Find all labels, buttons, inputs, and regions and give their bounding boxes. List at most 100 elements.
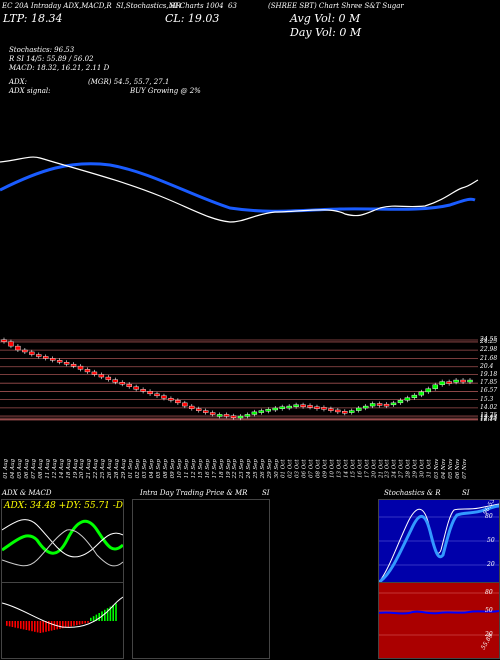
date-tick-label: 05 Aug bbox=[17, 458, 24, 479]
candle bbox=[22, 349, 28, 353]
date-tick-label: 01 Sep bbox=[128, 459, 135, 479]
macd-bar bbox=[98, 613, 100, 621]
ma-slow-line bbox=[0, 162, 476, 213]
date-tick-label: 04 Aug bbox=[10, 458, 17, 479]
rsi-tick-20: 20 bbox=[485, 631, 493, 638]
rsi-tick-80: 80 bbox=[485, 589, 493, 596]
rsi-tick-50: 50 bbox=[485, 607, 493, 614]
date-tick-label: 02 Oct bbox=[287, 459, 294, 479]
date-tick-label: 29 Sep bbox=[267, 459, 274, 479]
macd-bar bbox=[6, 621, 8, 626]
price-tick-label: 17.85 bbox=[480, 379, 498, 387]
candle bbox=[161, 395, 167, 399]
price-tick-label: 14.02 bbox=[480, 403, 498, 411]
candle bbox=[244, 414, 251, 417]
candle bbox=[209, 412, 216, 415]
price-tick-label: 12.14 bbox=[480, 416, 498, 423]
date-tick-label: 08 Aug bbox=[37, 458, 44, 479]
macd-bar bbox=[34, 621, 36, 632]
date-tick-label: 26 Aug bbox=[107, 458, 114, 479]
adx-signal-label: ADX signal: bbox=[9, 87, 51, 95]
intraday-panel bbox=[132, 499, 270, 659]
date-tick-label: 08 Sep bbox=[162, 459, 169, 479]
adx-lines bbox=[2, 519, 123, 567]
candle bbox=[300, 404, 306, 407]
candle bbox=[362, 405, 369, 409]
macd-bar bbox=[70, 621, 72, 627]
price-tick-label: 19.18 bbox=[480, 370, 498, 378]
candle bbox=[321, 407, 327, 410]
candle bbox=[237, 415, 244, 419]
date-tick-label: 18 Aug bbox=[65, 458, 72, 479]
date-tick-label: 01 Oct bbox=[280, 459, 287, 479]
macd-bar bbox=[67, 621, 70, 627]
date-tick-label: 12 Aug bbox=[51, 458, 58, 479]
candle bbox=[140, 389, 146, 392]
rsi-lines bbox=[379, 592, 499, 636]
candle bbox=[29, 351, 35, 355]
stoch-lines bbox=[379, 503, 499, 582]
macd-bar bbox=[45, 621, 47, 632]
adx-panel: ADX: 34.48 +DY: 55.71 -DY: 27.14 bbox=[1, 499, 124, 583]
candle bbox=[404, 397, 411, 401]
date-tick-label: 30 Oct bbox=[419, 459, 426, 479]
adx-label: ADX: bbox=[9, 78, 28, 86]
candle bbox=[154, 393, 160, 397]
date-tick-label: 26 Sep bbox=[260, 459, 267, 479]
macd-bar bbox=[17, 621, 19, 629]
date-tick-label: 15 Oct bbox=[350, 459, 357, 479]
macd-bar bbox=[31, 621, 33, 632]
intra-panel-si: SI bbox=[262, 489, 270, 497]
candle bbox=[49, 358, 56, 361]
macd-panel bbox=[1, 582, 124, 659]
candle bbox=[182, 402, 188, 407]
candle bbox=[390, 402, 397, 406]
date-tick-label: 11 Aug bbox=[44, 458, 51, 479]
header-line-3: SI Charts 1004 bbox=[170, 2, 224, 10]
candle bbox=[70, 363, 77, 367]
candle bbox=[168, 398, 174, 401]
candle bbox=[189, 405, 195, 409]
intra-panel-title: Intra Day Trading Price & MR bbox=[140, 489, 248, 497]
candle bbox=[91, 371, 98, 375]
candle bbox=[446, 381, 452, 384]
date-tick-label: 20 Oct bbox=[371, 459, 378, 479]
candle bbox=[411, 394, 418, 398]
date-tick-label: 06 Oct bbox=[301, 459, 308, 479]
macd-bar bbox=[11, 621, 14, 627]
candle bbox=[105, 376, 112, 380]
candle bbox=[293, 404, 299, 407]
macd-bar bbox=[25, 621, 28, 630]
date-tick-label: 05 Sep bbox=[155, 459, 162, 479]
date-tick-label: 03 Sep bbox=[141, 459, 148, 479]
candle bbox=[43, 356, 49, 359]
macd-bar bbox=[42, 621, 44, 633]
macd-bar bbox=[87, 621, 89, 623]
date-tick-label: 31 Oct bbox=[426, 459, 433, 479]
date-tick-label: 01 Aug bbox=[3, 458, 10, 479]
header-line-4: 63 bbox=[228, 2, 237, 10]
macd-bar bbox=[20, 621, 22, 629]
macd-bar bbox=[28, 621, 30, 631]
macd-bar bbox=[104, 609, 106, 621]
candle bbox=[8, 341, 14, 347]
rsi-panel: 80 50 20 55.89 bbox=[378, 582, 500, 659]
date-tick-label: 03 Nov bbox=[434, 458, 441, 479]
avg-vol: Avg Vol: 0 M bbox=[290, 12, 361, 25]
macd-bar bbox=[78, 621, 81, 625]
date-tick-label: 05 Nov bbox=[448, 458, 455, 479]
candle bbox=[349, 410, 355, 413]
price-tick-label: 12.25 bbox=[480, 415, 498, 423]
candle bbox=[36, 354, 42, 357]
date-tick-label: 28 Aug bbox=[114, 458, 121, 479]
macd-bar bbox=[50, 621, 53, 631]
stoch-panel-si: SI bbox=[462, 489, 470, 497]
candle bbox=[356, 407, 362, 411]
candle bbox=[328, 408, 334, 411]
candle bbox=[307, 405, 313, 408]
date-tick-label: 10 Sep bbox=[176, 459, 183, 479]
date-tick-label: 07 Aug bbox=[30, 458, 37, 479]
price-tick-label: 12.75 bbox=[480, 412, 498, 420]
price-tick-label: 21.68 bbox=[480, 354, 498, 362]
